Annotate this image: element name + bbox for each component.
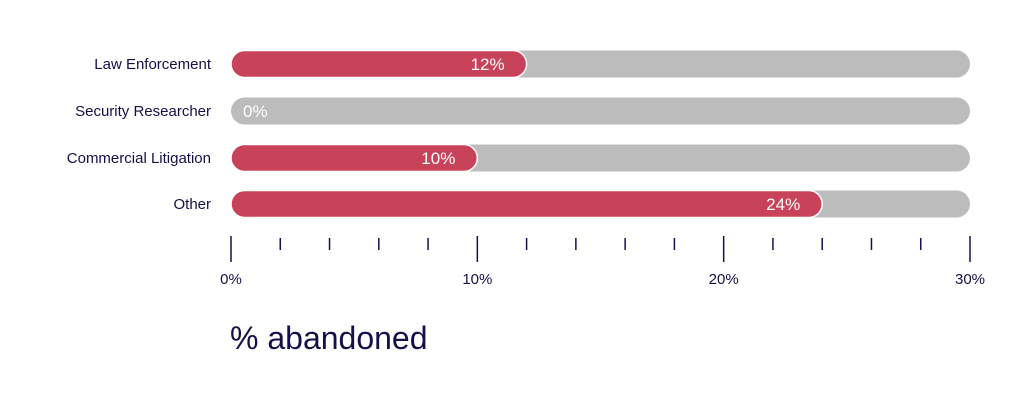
value-label: 10% — [421, 149, 455, 168]
tick-label: 30% — [955, 271, 985, 288]
tick-label: 20% — [709, 271, 739, 288]
value-label: 24% — [766, 195, 800, 214]
bar — [230, 189, 823, 219]
tick-label: 10% — [462, 271, 492, 288]
tick-label: 0% — [220, 271, 242, 288]
bar-row: Security Researcher 0% — [75, 97, 970, 125]
bar-row: Law Enforcement 12% — [94, 49, 970, 79]
bar — [230, 143, 479, 173]
category-label: Other — [173, 196, 211, 213]
value-label: 12% — [471, 55, 505, 74]
bar — [230, 49, 528, 79]
x-axis-title: % abandoned — [230, 320, 428, 356]
bar-rows: Law Enforcement 12% Security Researcher 0% C… — [67, 49, 970, 219]
category-label: Law Enforcement — [94, 56, 212, 73]
x-axis: 0% 10% 20% 30% — [220, 236, 985, 288]
bar-row: Commercial Litigation 10% — [67, 143, 970, 173]
category-label: Security Researcher — [75, 103, 211, 120]
value-label: 0% — [243, 102, 268, 121]
bar-row: Other 24% — [173, 189, 970, 219]
category-label: Commercial Litigation — [67, 150, 211, 167]
bar-track — [231, 97, 970, 125]
